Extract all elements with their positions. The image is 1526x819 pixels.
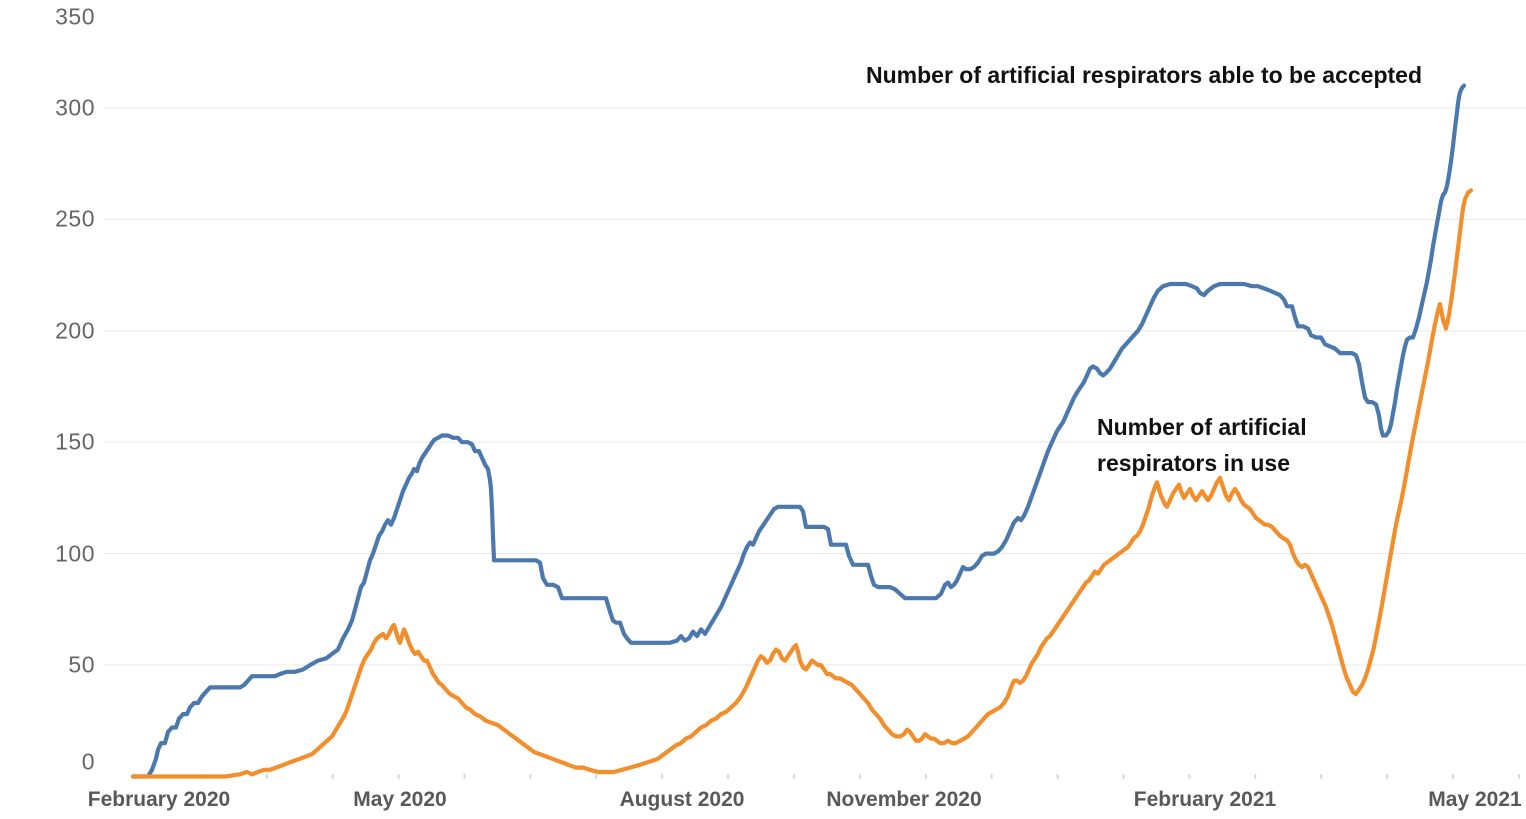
x-axis-tick-label: February 2021 bbox=[1133, 788, 1277, 811]
x-axis-tick-label: August 2020 bbox=[619, 788, 745, 811]
series-line-accepted bbox=[130, 83, 1467, 779]
y-axis-tick-label: 100 bbox=[55, 540, 95, 567]
series-line-in-use bbox=[130, 188, 1474, 779]
y-axis-tick-label: 50 bbox=[68, 651, 95, 678]
x-axis-tick-label: May 2020 bbox=[353, 788, 447, 811]
y-axis-tick-label: 150 bbox=[55, 428, 95, 455]
y-axis-tick-label: 250 bbox=[55, 205, 95, 232]
series-label-in-use: Number of artificial respirators in use bbox=[1097, 414, 1307, 476]
y-axis-tick-label: 350 bbox=[55, 3, 95, 30]
x-axis-tick-label: May 2021 bbox=[1428, 788, 1522, 811]
y-axis-tick-label: 200 bbox=[55, 317, 95, 344]
series-label-accepted: Number of artificial respirators able to… bbox=[866, 62, 1422, 88]
y-axis-tick-label: 300 bbox=[55, 94, 95, 121]
y-axis-tick-label: 0 bbox=[81, 748, 95, 775]
x-axis-tick-label: November 2020 bbox=[826, 788, 982, 811]
x-axis-tick-label: February 2020 bbox=[87, 788, 231, 811]
